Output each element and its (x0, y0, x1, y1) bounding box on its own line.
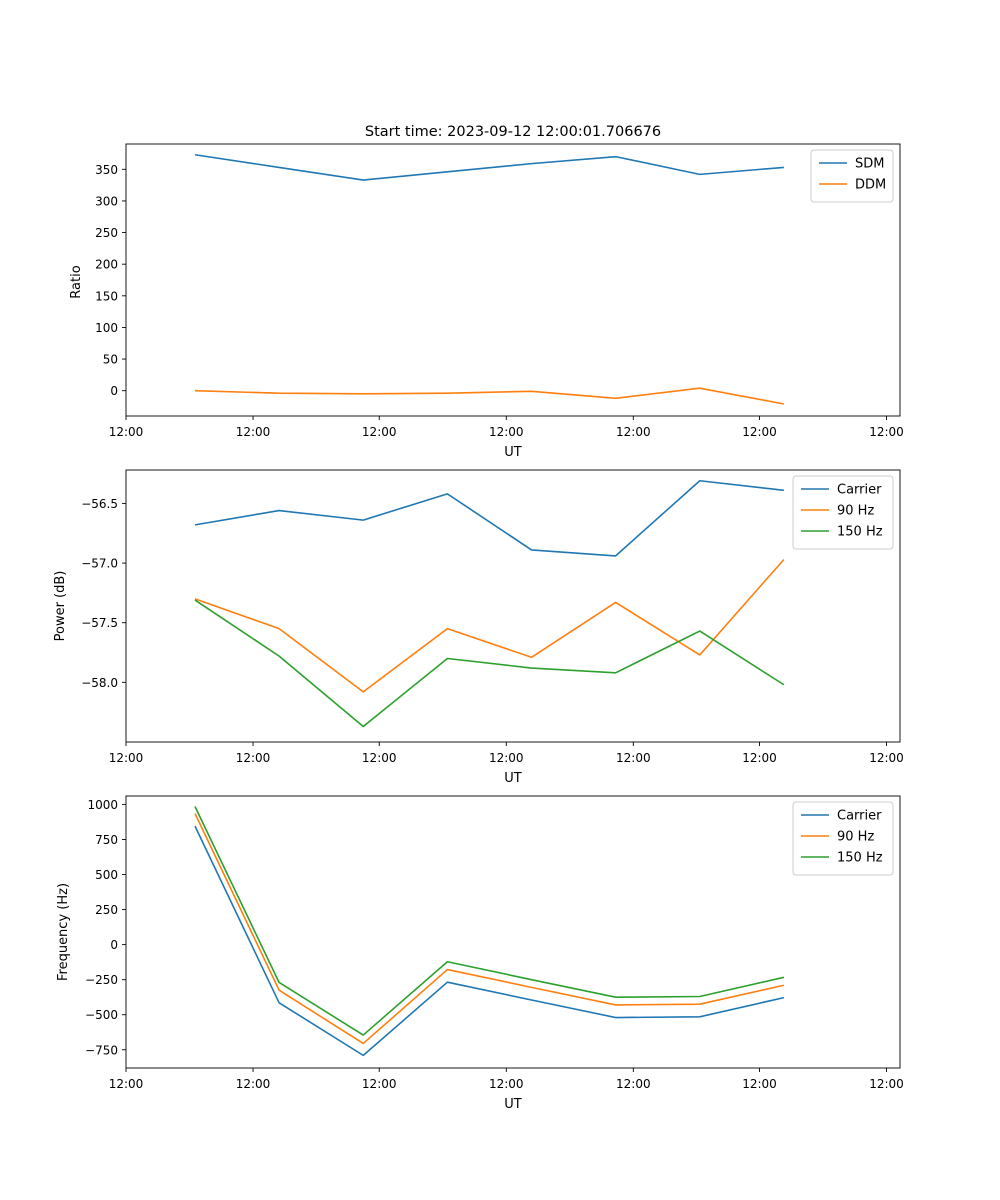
frequency-panel: 12:00 12:00 12:00 12:00 12:00 12:00 12:00 1000… (56, 795, 904, 1112)
x-tick-label: 12:00 (362, 1077, 397, 1091)
series-line-carrier (194, 479, 784, 557)
x-tick-label: 12:00 (742, 425, 777, 439)
legend-label: DDM (855, 178, 886, 193)
series-line-150-hz (194, 599, 785, 728)
x-tick-label: 12:00 (616, 425, 651, 439)
x-tick-label: 12:00 (109, 1077, 144, 1091)
y-tick-label: −57.0 (81, 557, 118, 571)
y-tick-label: 200 (95, 258, 118, 272)
x-axis-label: UT (504, 771, 522, 786)
ratio-panel: Start time: 2023-09-12 12:00:01.706676 1… (69, 124, 904, 460)
y-tick-label: 750 (95, 833, 118, 847)
x-axis-label: UT (504, 1097, 522, 1112)
x-tick-label: 12:00 (489, 751, 524, 765)
legend-label: SDM (855, 157, 884, 172)
y-tick-label: 1000 (87, 798, 118, 812)
x-tick-label: 12:00 (489, 1077, 524, 1091)
y-tick-label: 0 (110, 384, 118, 398)
x-tick-label: 12:00 (742, 1077, 777, 1091)
y-tick-label: −750 (85, 1043, 118, 1057)
plot-area (125, 143, 901, 417)
x-tick-label: 12:00 (489, 425, 524, 439)
legend-label: 150 Hz (837, 851, 883, 866)
x-tick-label: 12:00 (236, 425, 271, 439)
x-tick-label: 12:00 (236, 751, 271, 765)
y-tick-label: 100 (95, 321, 118, 335)
x-tick-label: 12:00 (869, 751, 904, 765)
series-line-150-hz (194, 806, 785, 1036)
y-tick-label: −250 (85, 973, 118, 987)
y-tick-label: 350 (95, 163, 118, 177)
y-axis-label: Frequency (Hz) (56, 883, 71, 981)
y-axis-label: Ratio (69, 265, 84, 298)
power-panel: 12:00 12:00 12:00 12:00 12:00 12:00 12:00 −56.… (53, 469, 904, 786)
y-axis-label: Power (dB) (53, 571, 68, 642)
x-tick-label: 12:00 (362, 751, 397, 765)
x-tick-label: 12:00 (869, 425, 904, 439)
legend-label: 90 Hz (837, 830, 874, 845)
y-tick-label: 300 (95, 194, 118, 208)
y-tick-label: 50 (103, 353, 118, 367)
chart-title: Start time: 2023-09-12 12:00:01.706676 (365, 124, 661, 140)
y-tick-label: 500 (95, 868, 118, 882)
x-tick-label: 12:00 (742, 751, 777, 765)
y-tick-label: −58.0 (81, 676, 118, 690)
legend-label: Carrier (837, 809, 882, 824)
series-line-carrier (194, 825, 785, 1057)
x-tick-label: 12:00 (236, 1077, 271, 1091)
x-tick-label: 12:00 (869, 1077, 904, 1091)
x-tick-label: 12:00 (616, 751, 651, 765)
x-tick-label: 12:00 (109, 425, 144, 439)
y-tick-label: 150 (95, 289, 118, 303)
y-tick-label: 250 (95, 903, 118, 917)
legend-label: Carrier (837, 483, 882, 498)
y-tick-label: −56.5 (81, 497, 118, 511)
y-tick-label: −57.5 (81, 616, 118, 630)
series-line-ddm (194, 387, 785, 405)
legend-label: 150 Hz (837, 525, 883, 540)
y-tick-label: 0 (110, 938, 118, 952)
x-tick-label: 12:00 (362, 425, 397, 439)
series-line-sdm (194, 153, 784, 181)
x-axis-label: UT (504, 445, 522, 460)
series-line-90-hz (194, 813, 785, 1045)
y-tick-label: 250 (95, 226, 118, 240)
x-tick-label: 12:00 (109, 751, 144, 765)
plot-area (125, 795, 901, 1069)
x-tick-label: 12:00 (616, 1077, 651, 1091)
plot-area (125, 469, 901, 743)
y-tick-label: −500 (85, 1008, 118, 1022)
legend-label: 90 Hz (837, 504, 874, 519)
series-line-90-hz (194, 558, 785, 693)
